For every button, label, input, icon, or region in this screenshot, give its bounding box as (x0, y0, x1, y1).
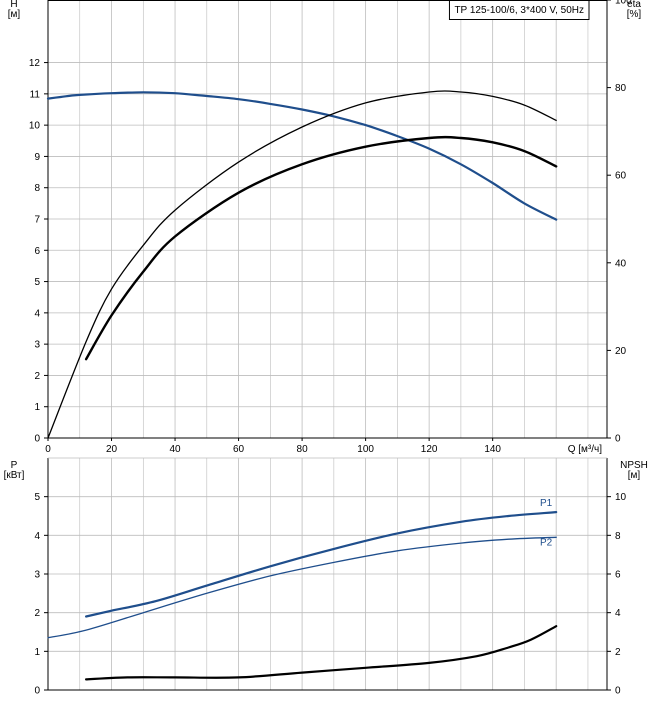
right-tick-label: 0 (615, 434, 621, 445)
npsh-curve (85, 625, 558, 681)
x-tick-label: 0 (45, 444, 51, 455)
left-tick-label: 10 (29, 121, 41, 132)
x-tick-label: 140 (484, 444, 501, 455)
left-tick-label: 1 (34, 647, 40, 658)
eta-pump-curve (47, 90, 557, 439)
right-tick-label: 60 (615, 171, 627, 182)
x-tick-label: 120 (421, 444, 438, 455)
left-tick-label: 5 (34, 492, 40, 503)
left-tick-label: 0 (34, 434, 40, 445)
x-tick-label: 60 (233, 444, 245, 455)
left-tick-label: 3 (34, 570, 40, 581)
right-tick-label: 10 (615, 492, 627, 503)
left-tick-label: 11 (30, 89, 41, 100)
x-tick-label: 40 (169, 444, 181, 455)
left-tick-label: 1 (34, 402, 40, 413)
left-axis-label: H [м] (8, 0, 21, 20)
left-axis-label: P [кВт] (4, 460, 25, 481)
right-tick-label: 4 (615, 608, 621, 619)
right-tick-label: 20 (615, 346, 627, 357)
left-tick-label: 2 (34, 608, 40, 619)
left-tick-label: 6 (34, 246, 40, 257)
x-axis-label: Q [м³/ч] (568, 444, 603, 455)
right-tick-label: 6 (615, 570, 621, 581)
chart-title: TP 125-100/6, 3*400 V, 50Hz (454, 5, 584, 16)
left-tick-label: 8 (34, 183, 40, 194)
eta-total-curve (84, 135, 558, 361)
x-tick-label: 20 (106, 444, 118, 455)
left-tick-label: 7 (34, 215, 40, 226)
left-tick-label: 12 (29, 58, 41, 69)
left-tick-label: 2 (34, 371, 40, 382)
h-curve (46, 91, 558, 221)
right-tick-label: 40 (615, 258, 627, 269)
left-tick-label: 5 (34, 277, 40, 288)
x-tick-label: 80 (297, 444, 309, 455)
right-tick-label: 100 (615, 0, 632, 7)
left-tick-label: 9 (34, 152, 40, 163)
left-tick-label: 4 (34, 531, 40, 542)
left-tick-label: 4 (34, 308, 40, 319)
left-tick-label: 0 (34, 686, 40, 697)
p2-curve (47, 536, 557, 639)
series-label-p1: P1 (540, 498, 553, 509)
right-tick-label: 8 (615, 531, 621, 542)
right-tick-label: 80 (615, 83, 627, 94)
p1-curve (85, 511, 558, 618)
left-tick-label: 3 (34, 340, 40, 351)
series-label-p2: P2 (540, 537, 553, 548)
right-tick-label: 2 (615, 647, 621, 658)
right-tick-label: 0 (615, 686, 621, 697)
x-tick-label: 100 (357, 444, 374, 455)
right-axis-label: eta [%] (627, 0, 642, 20)
title-box (448, 0, 590, 20)
right-axis-label: NPSH [м] (620, 460, 648, 481)
